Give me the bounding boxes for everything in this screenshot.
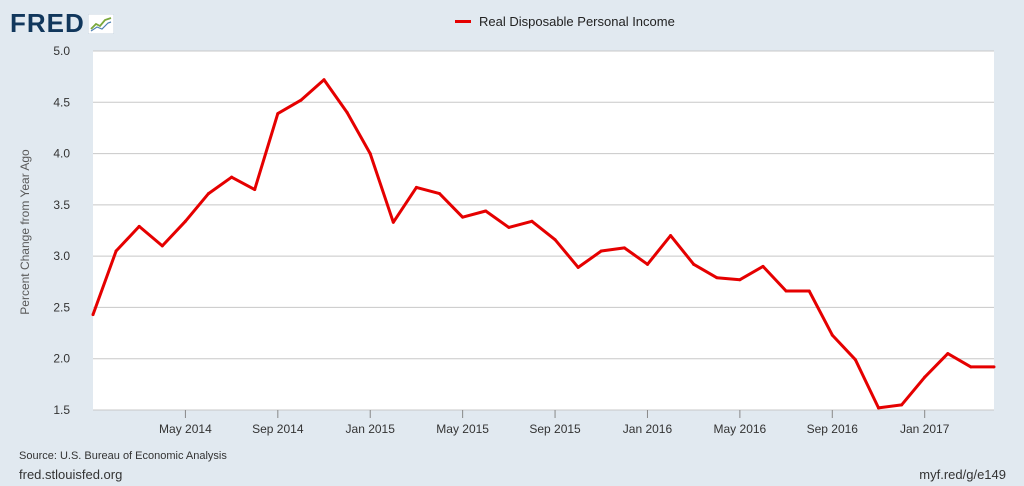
- data-point: [969, 365, 973, 369]
- legend-label: Real Disposable Personal Income: [479, 14, 675, 29]
- y-tick-label: 1.5: [53, 403, 70, 417]
- data-point: [807, 289, 811, 293]
- trend-chart-icon: [87, 13, 114, 34]
- data-point: [853, 358, 857, 362]
- data-point: [345, 111, 349, 115]
- data-point: [91, 313, 95, 317]
- data-point: [946, 352, 950, 356]
- data-point: [137, 224, 141, 228]
- data-point: [253, 187, 257, 191]
- y-tick-label: 3.0: [53, 249, 70, 263]
- source-note: Source: U.S. Bureau of Economic Analysis: [19, 450, 227, 462]
- y-tick-label: 2.0: [53, 352, 70, 366]
- legend-swatch: [455, 20, 471, 23]
- data-point: [715, 276, 719, 280]
- y-axis-ticks: 1.5 2.0 2.5 3.0 3.5 4.0 4.5 5.0: [53, 44, 70, 417]
- series-line: [91, 78, 994, 410]
- data-point: [322, 78, 326, 82]
- x-tick-label: Sep 2015: [529, 422, 581, 436]
- site-link[interactable]: fred.stlouisfed.org: [19, 467, 123, 482]
- data-point: [784, 289, 788, 293]
- data-point: [553, 238, 557, 242]
- data-point: [622, 246, 626, 250]
- x-tick-label: Jan 2016: [623, 422, 673, 436]
- y-tick-label: 3.5: [53, 198, 70, 212]
- x-tick-label: Sep 2016: [807, 422, 859, 436]
- x-tick-label: Sep 2014: [252, 422, 304, 436]
- data-point: [230, 175, 234, 179]
- y-tick-label: 4.5: [53, 95, 70, 109]
- data-point: [114, 249, 118, 253]
- data-point: [183, 219, 187, 223]
- x-tick-label: Jan 2017: [900, 422, 950, 436]
- x-tick-label: May 2015: [436, 422, 489, 436]
- x-tick-label: Jan 2015: [346, 422, 396, 436]
- x-axis-ticks: May 2014 Sep 2014 Jan 2015 May 2015 Sep 2015…: [159, 410, 950, 436]
- data-point: [645, 262, 649, 266]
- y-tick-label: 4.0: [53, 147, 70, 161]
- data-point: [669, 234, 673, 238]
- data-point: [484, 209, 488, 213]
- data-point: [461, 215, 465, 219]
- data-point: [900, 403, 904, 407]
- logo-text: FRED: [10, 8, 85, 38]
- data-point: [992, 365, 996, 369]
- chart-legend: Real Disposable Personal Income: [455, 14, 675, 29]
- grid-lines: [93, 50, 994, 411]
- data-point: [507, 225, 511, 229]
- x-tick-label: May 2014: [159, 422, 212, 436]
- data-point: [923, 375, 927, 379]
- data-point: [207, 192, 211, 196]
- series-lines: [91, 78, 994, 410]
- data-point: [876, 406, 880, 410]
- data-point: [530, 219, 534, 223]
- series-points: [91, 78, 996, 410]
- data-point: [830, 333, 834, 337]
- fred-logo[interactable]: FRED: [10, 8, 114, 39]
- data-point: [738, 278, 742, 282]
- data-point: [438, 192, 442, 196]
- data-point: [368, 152, 372, 156]
- data-point: [576, 265, 580, 269]
- short-link[interactable]: myf.red/g/e149: [919, 467, 1006, 482]
- data-point: [391, 220, 395, 224]
- data-point: [414, 185, 418, 189]
- data-point: [276, 112, 280, 116]
- y-tick-label: 2.5: [53, 300, 70, 314]
- data-point: [761, 264, 765, 268]
- data-point: [692, 262, 696, 266]
- data-point: [299, 98, 303, 102]
- data-point: [160, 244, 164, 248]
- x-tick-label: May 2016: [714, 422, 767, 436]
- y-tick-label: 5.0: [53, 44, 70, 58]
- data-point: [599, 249, 603, 253]
